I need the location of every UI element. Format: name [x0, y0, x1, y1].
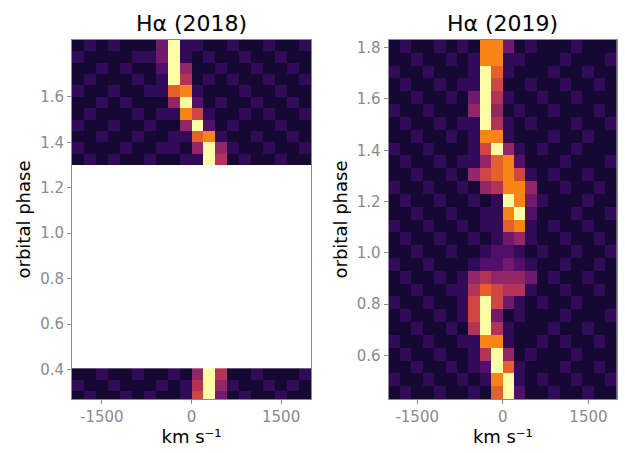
svg-text:Hα (2018): Hα (2018): [136, 11, 247, 36]
svg-text:1500: 1500: [569, 408, 607, 426]
svg-text:1.6: 1.6: [40, 88, 64, 106]
svg-text:km s⁻¹: km s⁻¹: [473, 426, 533, 447]
svg-text:1.8: 1.8: [357, 39, 381, 57]
svg-text:1.0: 1.0: [40, 224, 64, 242]
svg-text:0: 0: [498, 408, 508, 426]
svg-text:1.2: 1.2: [357, 193, 381, 211]
svg-text:0.8: 0.8: [40, 270, 64, 288]
svg-text:1.0: 1.0: [357, 244, 381, 262]
svg-text:-1500: -1500: [80, 408, 124, 426]
svg-text:0.8: 0.8: [357, 295, 381, 313]
svg-text:orbital phase: orbital phase: [330, 161, 351, 279]
svg-text:1.2: 1.2: [40, 179, 64, 197]
svg-text:orbital phase: orbital phase: [13, 161, 34, 279]
svg-text:-1500: -1500: [395, 408, 439, 426]
svg-text:1.4: 1.4: [357, 142, 381, 160]
svg-text:1500: 1500: [262, 408, 300, 426]
svg-text:0.6: 0.6: [357, 347, 381, 365]
svg-text:Hα (2019): Hα (2019): [447, 11, 558, 36]
svg-text:0.4: 0.4: [40, 361, 64, 379]
svg-text:0: 0: [187, 408, 197, 426]
svg-text:1.4: 1.4: [40, 134, 64, 152]
svg-text:1.6: 1.6: [357, 90, 381, 108]
svg-text:km s⁻¹: km s⁻¹: [162, 426, 222, 447]
svg-text:0.6: 0.6: [40, 315, 64, 333]
